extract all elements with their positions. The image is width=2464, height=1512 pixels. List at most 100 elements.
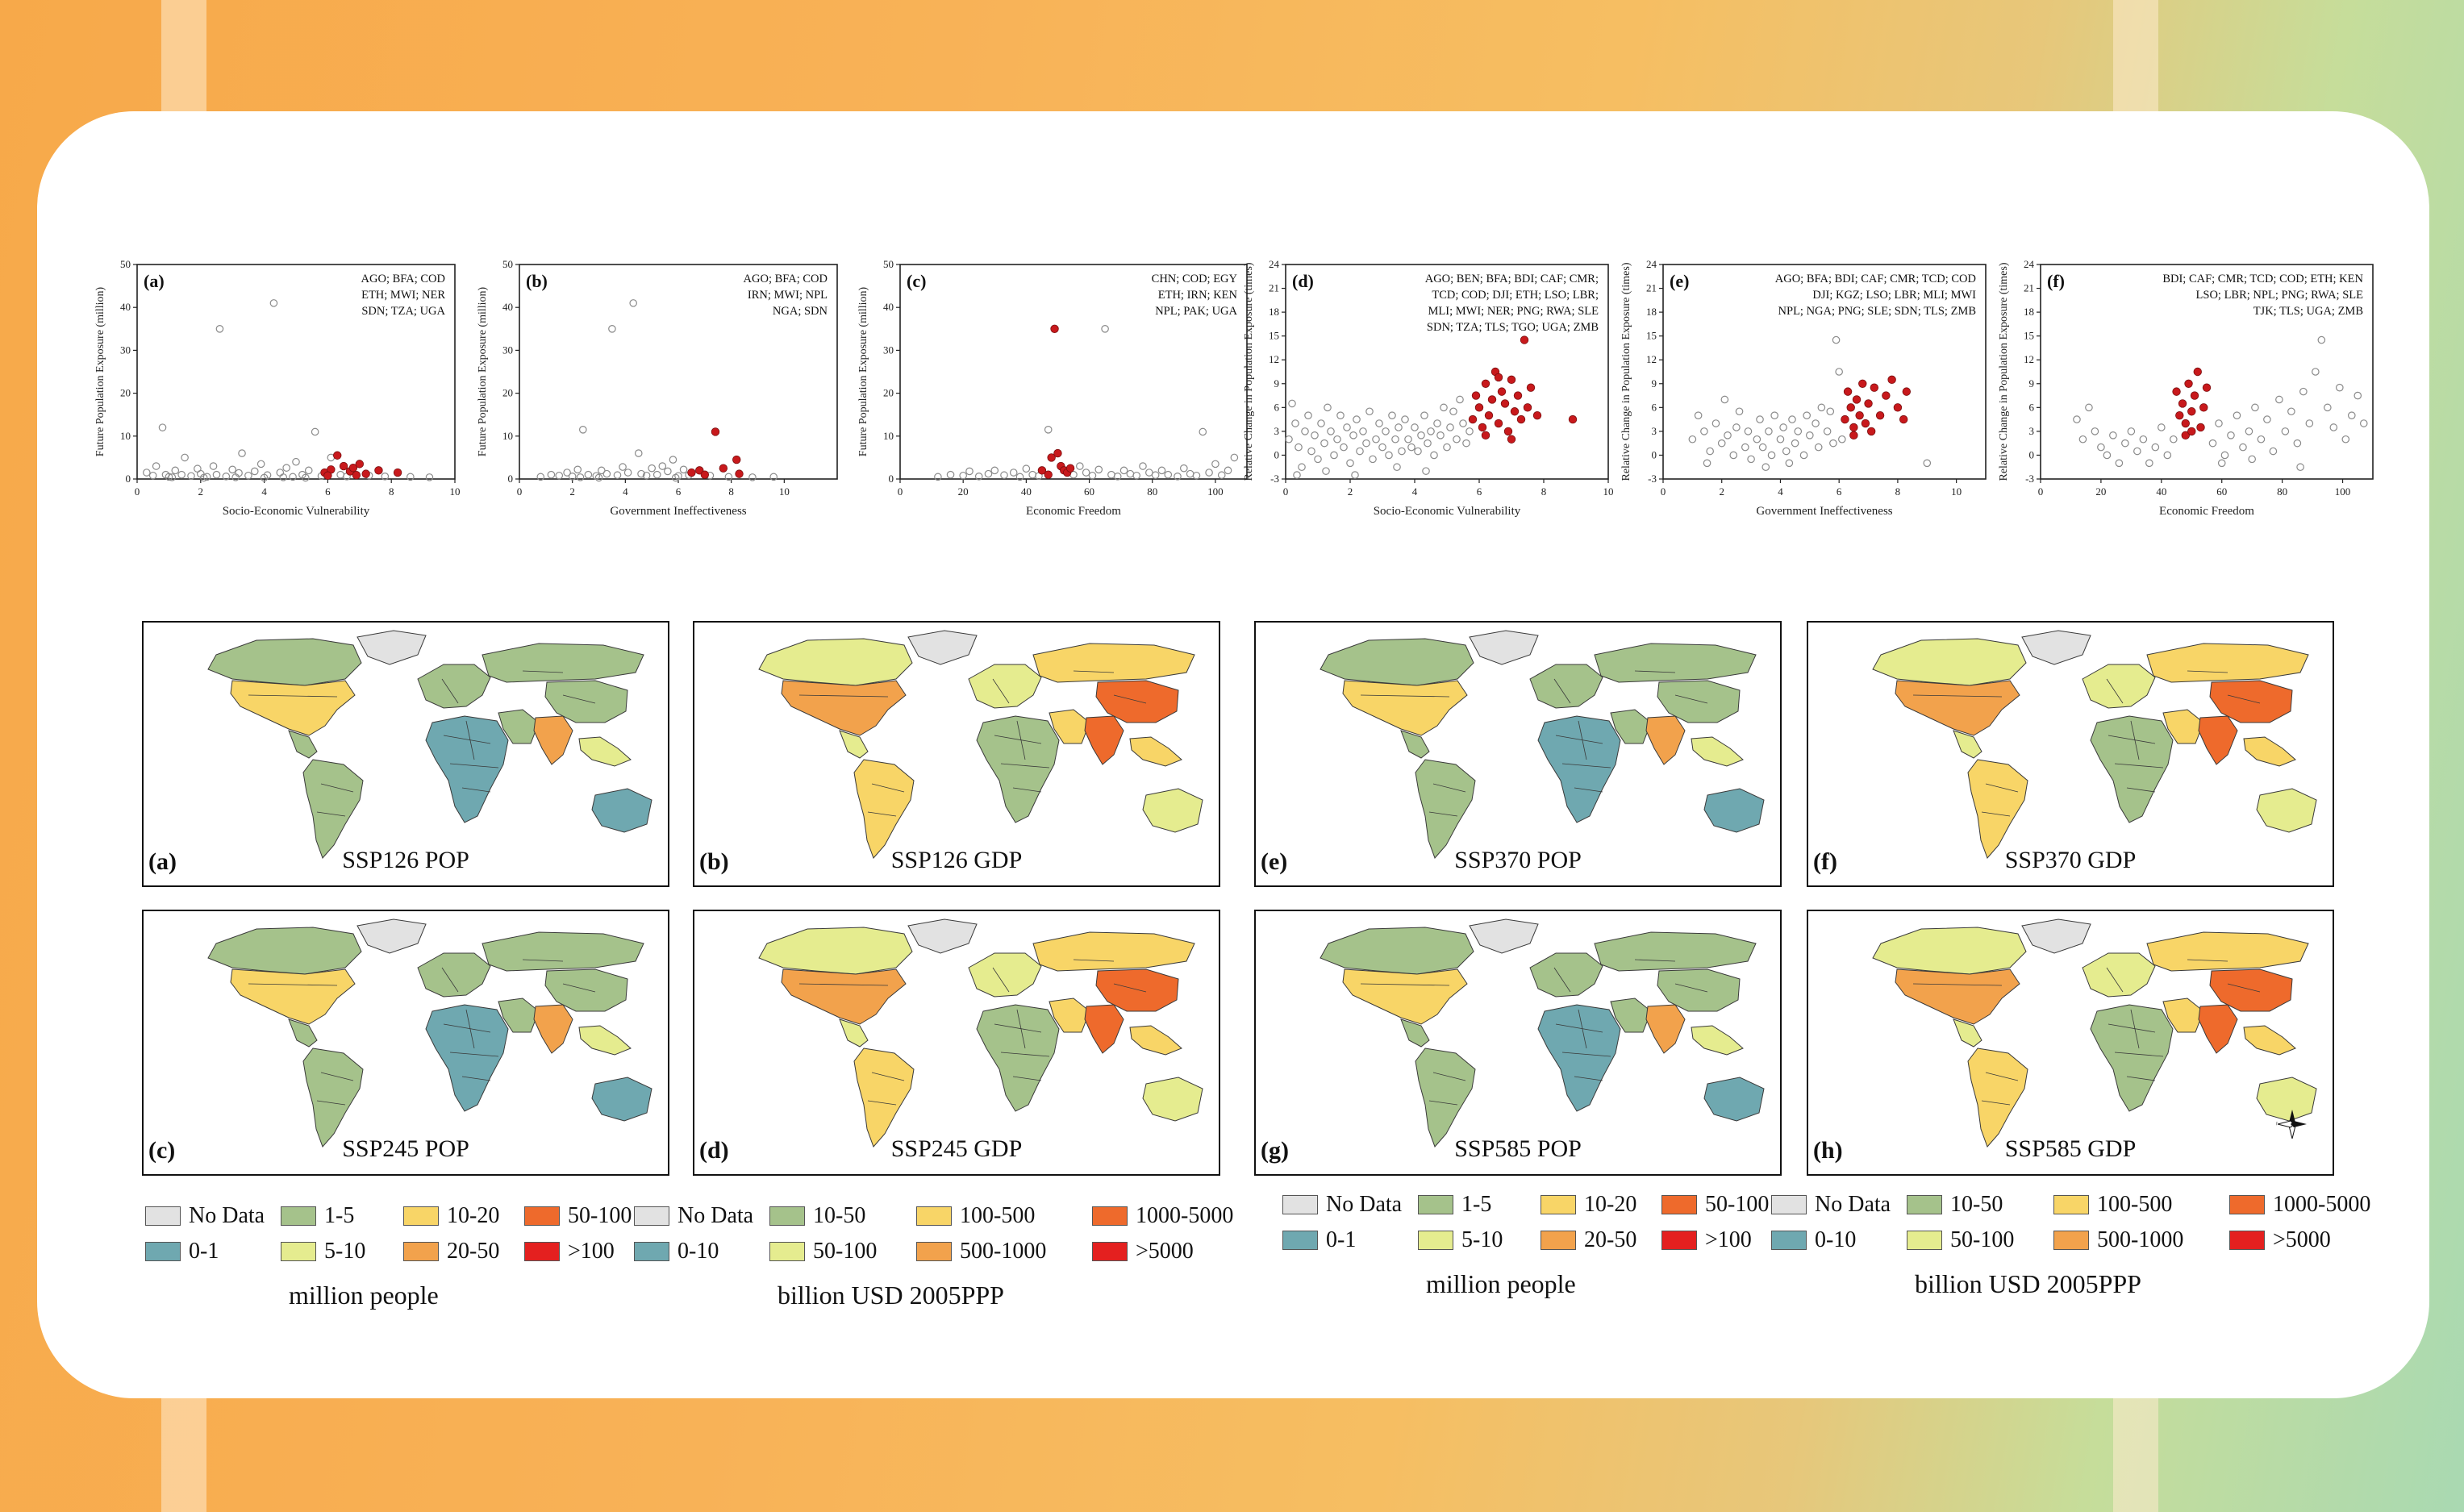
data-point bbox=[724, 473, 733, 481]
data-point bbox=[161, 470, 170, 479]
y-axis-label: Future Population Exposure (million) bbox=[857, 286, 869, 456]
data-point bbox=[1291, 419, 1299, 427]
data-point bbox=[1139, 462, 1147, 470]
legend-swatch bbox=[1092, 1242, 1128, 1261]
map-border bbox=[248, 694, 338, 698]
legend-label: 1000-5000 bbox=[1136, 1203, 1234, 1228]
world-map bbox=[207, 918, 652, 1148]
data-point bbox=[1404, 435, 1412, 444]
data-point bbox=[664, 467, 672, 476]
data-point bbox=[1180, 464, 1188, 473]
map-border bbox=[461, 1076, 491, 1081]
data-point bbox=[2347, 411, 2356, 419]
legend-item: 1-5 bbox=[1418, 1192, 1491, 1218]
legend-unit: million people bbox=[289, 1281, 439, 1310]
map-region-south-asia bbox=[533, 1004, 573, 1054]
data-point bbox=[1744, 427, 1753, 435]
map-region-south-asia bbox=[2198, 1004, 2238, 1054]
data-point bbox=[2269, 447, 2278, 456]
data-point bbox=[152, 462, 161, 470]
legend-label: 20-50 bbox=[447, 1239, 500, 1264]
data-point bbox=[1923, 459, 1932, 468]
data-point bbox=[1356, 447, 1364, 456]
map-region-central-america bbox=[1400, 1018, 1430, 1048]
map-region-middle-east bbox=[1049, 709, 1090, 744]
legend-item: 100-500 bbox=[2053, 1192, 2172, 1218]
data-point bbox=[669, 456, 677, 464]
x-tick-label: 80 bbox=[1147, 485, 1157, 498]
highlighted-point bbox=[1037, 466, 1047, 475]
legend-swatch bbox=[1092, 1206, 1128, 1226]
map-region-south-asia bbox=[1645, 1004, 1686, 1054]
map-region-central-america bbox=[288, 1018, 318, 1048]
data-point bbox=[1353, 415, 1361, 423]
data-point bbox=[1756, 415, 1764, 423]
map-border bbox=[562, 983, 596, 993]
x-tick-label: 10 bbox=[1951, 485, 1962, 498]
map-border bbox=[867, 811, 897, 817]
highlighted-point bbox=[1468, 414, 1478, 424]
data-point bbox=[1422, 467, 1430, 475]
data-point bbox=[602, 469, 611, 478]
map-label: SSP126 POP bbox=[342, 847, 469, 873]
map-border bbox=[1428, 811, 1458, 817]
legend-label: 0-1 bbox=[189, 1239, 219, 1264]
map-region-central-america bbox=[839, 730, 869, 759]
y-tick-label: -3 bbox=[1270, 473, 1279, 485]
y-tick-label: -3 bbox=[2025, 473, 2034, 485]
data-point bbox=[2312, 368, 2320, 376]
y-tick-label: 3 bbox=[1274, 425, 1280, 437]
data-point bbox=[381, 473, 390, 481]
data-point bbox=[2281, 427, 2290, 435]
legend-swatch bbox=[1282, 1231, 1318, 1250]
map-region-russia bbox=[1032, 643, 1195, 683]
data-point bbox=[2091, 427, 2099, 435]
data-point bbox=[1747, 455, 1755, 464]
legend-swatch bbox=[2229, 1231, 2265, 1250]
map-region-middle-east bbox=[1610, 998, 1652, 1033]
data-point bbox=[260, 473, 269, 482]
legend-label: No Data bbox=[1326, 1192, 1403, 1217]
data-point bbox=[209, 462, 218, 470]
highlighted-point bbox=[1510, 407, 1520, 416]
data-point bbox=[199, 473, 208, 482]
data-point bbox=[2127, 427, 2136, 435]
legend-swatch bbox=[403, 1242, 439, 1261]
map-border bbox=[1113, 694, 1147, 704]
legend-swatch bbox=[916, 1206, 952, 1226]
x-tick-label: 8 bbox=[728, 485, 734, 498]
data-point bbox=[1411, 423, 1419, 431]
data-point bbox=[158, 423, 167, 431]
map-region-north-america bbox=[781, 968, 907, 1025]
world-map bbox=[1320, 630, 1765, 859]
legend-item: 10-20 bbox=[1541, 1192, 1636, 1218]
legend-label: >100 bbox=[568, 1239, 615, 1264]
legend-item: >100 bbox=[524, 1239, 615, 1264]
data-point bbox=[2109, 431, 2117, 439]
data-point bbox=[2317, 335, 2326, 344]
legend-item: 1-5 bbox=[281, 1203, 354, 1229]
legend-item: 0-1 bbox=[1282, 1227, 1356, 1253]
plot-frame bbox=[1662, 264, 1987, 480]
legend-swatch bbox=[524, 1206, 560, 1226]
data-point bbox=[642, 471, 651, 480]
legend-label: 10-50 bbox=[813, 1203, 866, 1228]
map-label: SSP370 POP bbox=[1454, 847, 1582, 873]
data-point bbox=[1812, 419, 1820, 427]
highlighted-point bbox=[361, 469, 370, 478]
legend-label: 50-100 bbox=[1950, 1227, 2015, 1252]
legend-item: 50-100 bbox=[769, 1239, 877, 1264]
data-point bbox=[1694, 411, 1703, 419]
country-annotation: NPL; PAK; UGA bbox=[1155, 305, 1237, 318]
map-border bbox=[1674, 694, 1708, 704]
highlighted-point bbox=[2196, 423, 2205, 432]
y-axis-label: Future Population Exposure (million) bbox=[477, 286, 489, 456]
x-tick-label: 6 bbox=[1837, 485, 1842, 498]
data-point bbox=[1720, 395, 1729, 404]
highlighted-point bbox=[1523, 403, 1532, 412]
highlighted-point bbox=[1852, 395, 1862, 404]
data-point bbox=[1382, 427, 1390, 435]
map-region-russia bbox=[482, 643, 644, 683]
